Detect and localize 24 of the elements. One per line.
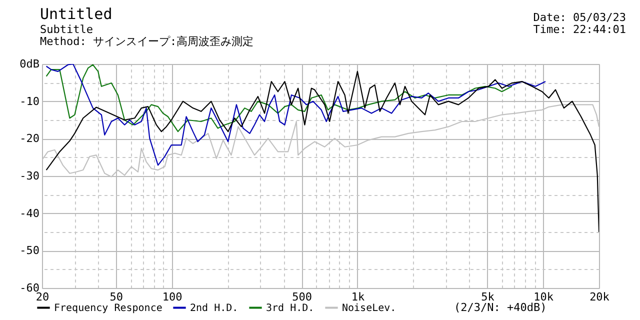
text: Method: サインスイープ:高周波歪み測定	[40, 35, 254, 48]
y-tick-label: -40	[20, 206, 40, 220]
y-tick-label: -20	[20, 132, 40, 146]
text: (2/3/N: +40dB)	[454, 301, 547, 314]
legend-label: NoiseLev.	[342, 302, 396, 314]
x-tick-label: 500	[292, 290, 312, 304]
y-tick-label: 0dB	[20, 58, 40, 70]
x-tick-label: 5k	[481, 290, 495, 304]
x-tick-label: 10k	[534, 290, 554, 304]
x-tick-label: 20k	[590, 290, 610, 304]
y-tick-label: -30	[20, 170, 40, 182]
x-tick-label: 50	[110, 290, 124, 304]
chart-subtitle: Subtitle	[40, 23, 93, 36]
y-tick-label: -10	[20, 94, 40, 108]
y-tick-label: -50	[20, 244, 40, 258]
x-tick-label: 20	[36, 290, 50, 304]
x-tick-label: 100	[162, 290, 182, 304]
text: Date: 05/03/23	[533, 11, 626, 24]
legend-label: 3rd H.D.	[266, 302, 314, 314]
legend-label: Frequency Responce	[54, 302, 162, 314]
legend-label: 2nd H.D.	[190, 302, 238, 314]
x-tick-label: 1k	[351, 290, 365, 304]
text: Time: 22:44:01	[533, 23, 626, 36]
chart-title: Untitled	[40, 5, 112, 23]
